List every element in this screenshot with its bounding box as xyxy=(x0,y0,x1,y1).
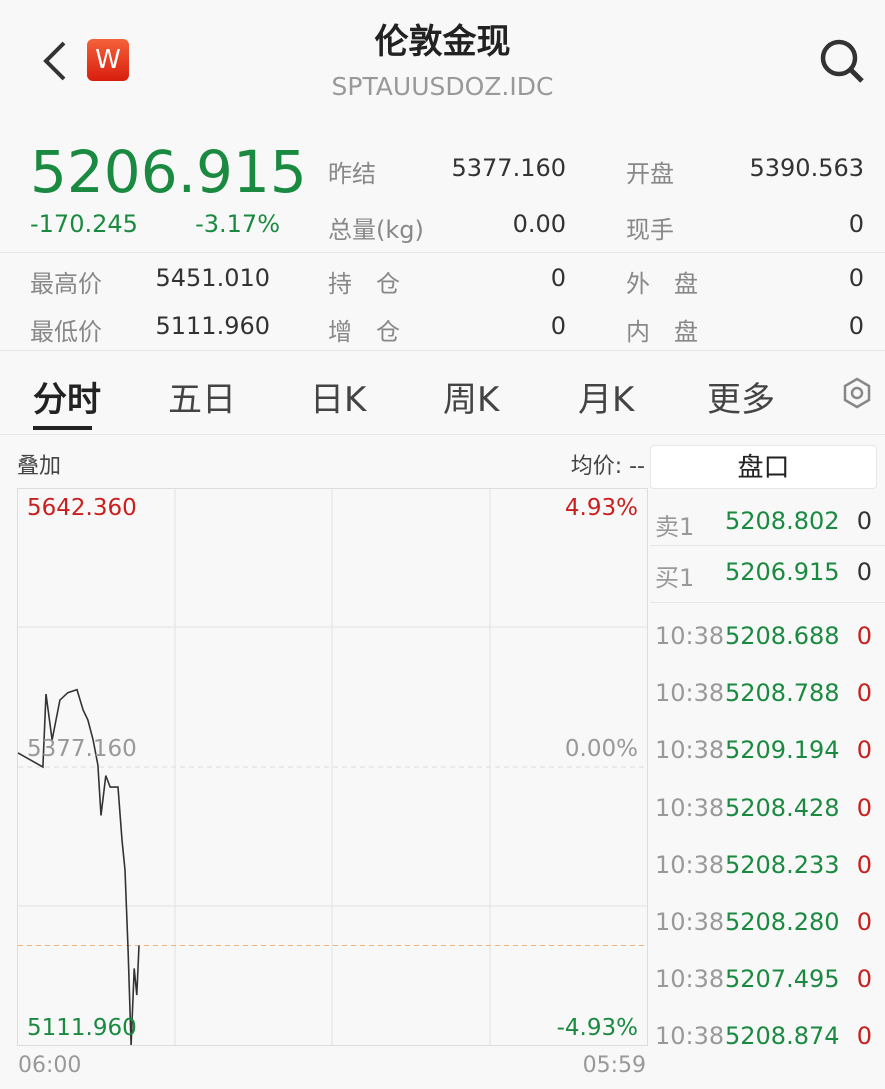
tick-price: 5207.495 xyxy=(725,965,840,994)
field-label: 开盘 xyxy=(626,160,674,188)
field-label: 总量(kg) xyxy=(328,216,424,244)
field-value: 0 xyxy=(848,312,864,340)
tick-volume: 0 xyxy=(856,622,872,650)
tick-time: 10:38 xyxy=(655,736,725,765)
tick-time: 10:38 xyxy=(655,1022,725,1051)
tick-time: 10:38 xyxy=(655,965,725,994)
tick-row: 10:38 5208.233 0 xyxy=(655,851,880,881)
tick-volume: 0 xyxy=(856,965,872,994)
tick-time: 10:38 xyxy=(655,679,725,708)
y-top-label: 5642.360 xyxy=(27,495,137,521)
pct-top-label: 4.93% xyxy=(564,495,638,521)
tick-volume: 0 xyxy=(856,736,872,765)
tick-time: 10:38 xyxy=(655,908,725,936)
symbol-code: SPTAUUSDOZ.IDC xyxy=(331,72,554,101)
side-label: 买1 xyxy=(655,564,695,592)
tick-time: 10:38 xyxy=(655,850,725,879)
app-logo: W xyxy=(87,39,129,81)
field-label: 现手 xyxy=(626,216,674,244)
tick-volume: 0 xyxy=(856,908,872,936)
ask-row: 卖1 5208.802 0 xyxy=(655,507,880,541)
price: 5208.802 xyxy=(725,507,840,535)
tick-row: 10:38 5209.194 0 xyxy=(655,736,880,766)
tick-volume: 0 xyxy=(856,793,872,822)
search-icon[interactable] xyxy=(818,38,866,84)
tick-row: 10:38 5208.280 0 xyxy=(655,908,880,938)
tick-price: 5209.194 xyxy=(725,736,840,765)
tick-time: 10:38 xyxy=(655,793,725,822)
tick-price: 5208.280 xyxy=(725,908,840,936)
tick-row: 10:38 5208.428 0 xyxy=(655,794,880,824)
field-value: 5377.160 xyxy=(451,154,566,182)
avg-price: 均价: -- xyxy=(570,454,645,479)
tick-volume: 0 xyxy=(856,850,872,879)
tab-five-day[interactable]: 五日 xyxy=(168,380,236,420)
field-value: 0.00 xyxy=(512,210,566,238)
page-title: 伦敦金现 xyxy=(374,22,511,62)
order-panel-tab[interactable]: 盘口 xyxy=(650,445,877,489)
change: -170.245 xyxy=(30,210,138,238)
pct-bottom-label: -4.93% xyxy=(556,1015,638,1041)
tick-row: 10:38 5207.495 0 xyxy=(655,965,880,995)
field-value: 5111.960 xyxy=(155,312,270,340)
tick-price: 5208.233 xyxy=(725,850,840,879)
tick-price: 5208.788 xyxy=(725,679,840,708)
field-value: 0 xyxy=(550,264,566,292)
field-value: 0 xyxy=(848,210,864,238)
active-tab-indicator xyxy=(33,426,92,430)
tab-daily-k[interactable]: 日K xyxy=(310,380,367,420)
tick-row: 10:38 5208.688 0 xyxy=(655,622,880,652)
overlay-button[interactable]: 叠加 xyxy=(17,454,62,479)
price: 5206.915 xyxy=(725,558,840,586)
field-value: 0 xyxy=(848,264,864,292)
field-label: 昨结 xyxy=(328,160,376,188)
tick-volume: 0 xyxy=(856,679,872,708)
pct-mid-label: 0.00% xyxy=(564,736,638,762)
y-mid-label: 5377.160 xyxy=(27,736,137,762)
tab-weekly-k[interactable]: 周K xyxy=(443,380,500,420)
back-icon[interactable] xyxy=(40,40,70,82)
x-end-label: 05:59 xyxy=(582,1053,646,1078)
field-label: 最低价 xyxy=(30,318,102,346)
tick-price: 5208.874 xyxy=(725,1022,840,1051)
tick-price: 5208.428 xyxy=(725,793,840,822)
volume: 0 xyxy=(856,558,872,586)
tick-price: 5208.688 xyxy=(725,622,840,650)
tab-intraday[interactable]: 分时 xyxy=(33,380,101,420)
tab-more[interactable]: 更多 xyxy=(707,380,775,420)
tick-time: 10:38 xyxy=(655,622,725,650)
last-price: 5206.915 xyxy=(30,138,307,206)
y-bottom-label: 5111.960 xyxy=(27,1015,137,1041)
tick-volume: 0 xyxy=(856,1022,872,1051)
intraday-chart xyxy=(17,488,648,1046)
field-value: 5451.010 xyxy=(155,264,270,292)
settings-icon[interactable] xyxy=(842,377,872,409)
bid-row: 买1 5206.915 0 xyxy=(655,558,880,592)
field-value: 5390.563 xyxy=(749,154,864,182)
field-value: 0 xyxy=(550,312,566,340)
change-pct: -3.17% xyxy=(195,210,280,238)
tab-monthly-k[interactable]: 月K xyxy=(578,380,635,420)
x-start-label: 06:00 xyxy=(18,1053,82,1078)
field-label: 最高价 xyxy=(30,270,102,298)
field-label: 内 盘 xyxy=(626,318,698,346)
field-label: 增 仓 xyxy=(328,318,400,346)
chart-frame xyxy=(17,488,648,1046)
tick-row: 10:38 5208.788 0 xyxy=(655,679,880,709)
tick-row: 10:38 5208.874 0 xyxy=(655,1022,880,1052)
price-line xyxy=(17,688,140,1046)
field-label: 持 仓 xyxy=(328,270,400,298)
volume: 0 xyxy=(856,507,872,535)
field-label: 外 盘 xyxy=(626,270,698,298)
side-label: 卖1 xyxy=(655,513,695,541)
